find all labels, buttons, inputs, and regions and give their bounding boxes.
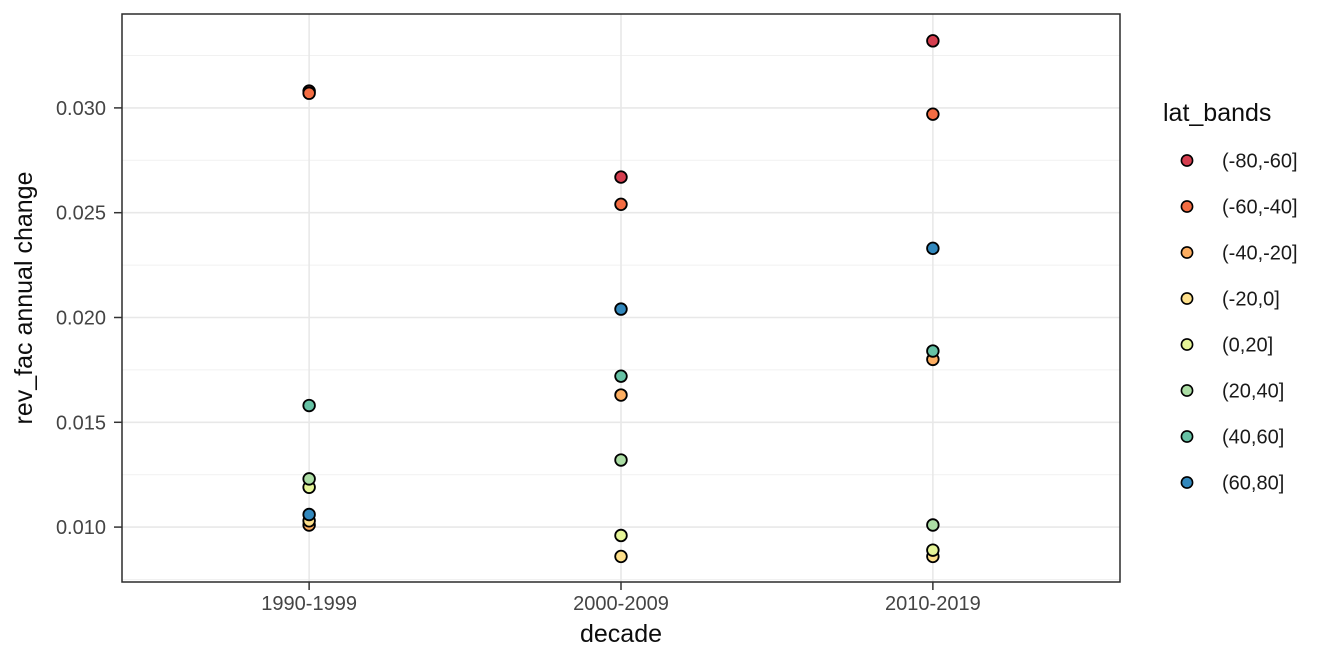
point-(-60,-40]-2010-2019	[926, 107, 940, 121]
point-(-60,-40]-2000-2009	[614, 197, 628, 212]
legend-key-(60,80]	[1180, 476, 1194, 489]
legend-entries: (-80,-60] (-60,-40] (-40,-20] (-20,0] (0,20]…	[1180, 151, 1298, 495]
legend-label-(-20,0]: (-20,0]	[1222, 289, 1280, 311]
y-tick-label: 0.020	[56, 307, 106, 329]
x-tick-label: 1990-1999	[261, 593, 357, 615]
point-(-40,-20]-2000-2009	[614, 388, 628, 402]
point-(40,60]-2000-2009	[614, 369, 628, 383]
major-gridlines	[122, 14, 1120, 582]
point-(0,20]-2000-2009	[614, 528, 628, 543]
x-axis-tick-labels: 1990-1999 2000-2009 2010-2019	[261, 593, 980, 615]
y-tick-label: 0.010	[56, 517, 106, 539]
legend-label-(-80,-60]: (-80,-60]	[1222, 151, 1298, 173]
legend-label-(60,80]: (60,80]	[1222, 473, 1284, 495]
x-tick-label: 2000-2009	[573, 593, 669, 615]
legend-key-(0,20]	[1180, 338, 1194, 351]
point-(40,60]-2010-2019	[926, 344, 940, 358]
y-tick-label: 0.015	[56, 412, 106, 434]
point-(20,40]-2010-2019	[926, 518, 940, 532]
legend-label-(0,20]: (0,20]	[1222, 335, 1273, 357]
axis-tick-marks	[114, 107, 934, 590]
legend-label-(20,40]: (20,40]	[1222, 381, 1284, 403]
y-tick-label: 0.025	[56, 203, 106, 225]
legend-key-(-60,-40]	[1180, 200, 1194, 213]
legend-label-(-40,-20]: (-40,-20]	[1222, 243, 1298, 265]
point-(20,40]-1990-1999	[302, 472, 316, 486]
point-(-20,0]-2000-2009	[614, 549, 628, 564]
legend-label-(-60,-40]: (-60,-40]	[1222, 197, 1298, 219]
legend-label-(40,60]: (40,60]	[1222, 427, 1284, 449]
legend-title: lat_bands	[1163, 99, 1271, 127]
point-(60,80]-2000-2009	[614, 302, 628, 316]
y-axis-tick-labels: 0.010 0.015 0.020 0.025 0.030	[56, 98, 106, 539]
legend-key-(-80,-60]	[1180, 154, 1194, 167]
point-(-80,-60]-2000-2009	[614, 170, 628, 184]
y-tick-label: 0.030	[56, 98, 106, 120]
x-tick-label: 2010-2019	[885, 593, 981, 615]
point-(0,20]-2010-2019	[926, 543, 940, 557]
legend-key-(-20,0]	[1180, 292, 1194, 305]
point-(-60,-40]-1990-1999	[302, 86, 316, 100]
point-(40,60]-1990-1999	[302, 398, 316, 413]
point-(60,80]-1990-1999	[302, 507, 316, 522]
point-(20,40]-2000-2009	[614, 453, 628, 467]
legend-key-(20,40]	[1180, 384, 1194, 397]
legend-key-(40,60]	[1180, 430, 1194, 443]
legend-key-(-40,-20]	[1180, 246, 1194, 259]
point-(60,80]-2010-2019	[926, 241, 940, 256]
x-axis-title: decade	[580, 620, 662, 648]
point-(-80,-60]-2010-2019	[926, 34, 940, 48]
y-axis-title: rev_fac annual change	[10, 172, 38, 425]
data-points	[302, 34, 940, 564]
